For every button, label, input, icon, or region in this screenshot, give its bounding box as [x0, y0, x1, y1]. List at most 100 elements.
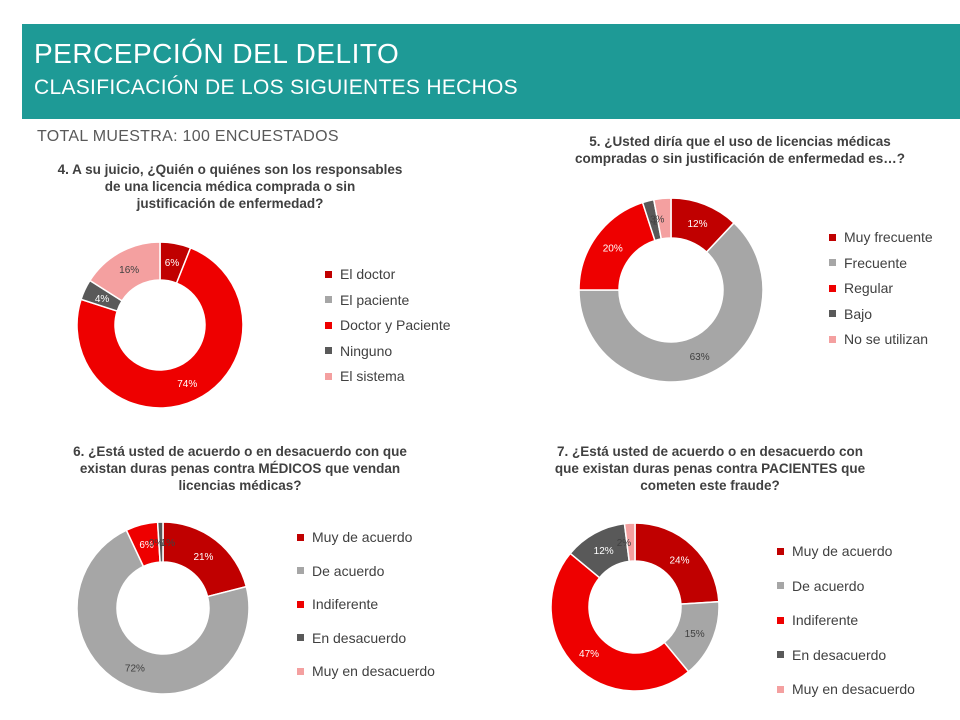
- donut-data-label: 12%: [687, 219, 707, 230]
- donut-data-label: 47%: [579, 649, 599, 660]
- legend-label: Ninguno: [340, 342, 393, 359]
- legend-swatch: [297, 567, 304, 575]
- chart-q7-title-line: cometen este fraude?: [640, 478, 780, 493]
- legend-item: En desacuerdo: [777, 647, 886, 663]
- donut-data-label: 6%: [165, 258, 180, 269]
- chart-q4-title-line: de una licencia médica comprada o sin: [104, 179, 356, 194]
- donut-slice: [623, 522, 636, 563]
- legend-label: De acuerdo: [312, 562, 385, 579]
- legend-label: No se utilizan: [844, 331, 929, 347]
- legend-swatch: [829, 335, 836, 343]
- chart-q5-title-line: compradas o sin justificación de enferme…: [574, 151, 906, 166]
- donut-data-label: 4%: [95, 294, 110, 305]
- legend-swatch: [829, 259, 836, 267]
- donut-slice: [88, 241, 161, 302]
- legend-label: Regular: [844, 280, 894, 296]
- legend-item: Muy de acuerdo: [297, 529, 412, 545]
- legend-swatch: [829, 284, 836, 292]
- chart-q7-title-line: 7. ¿Está usted de acuerdo o en desacuerd…: [556, 444, 864, 459]
- legend-swatch: [325, 296, 332, 304]
- legend-item: El paciente: [325, 292, 409, 308]
- donut-data-label: 24%: [669, 556, 689, 567]
- donut-data-label: 21%: [193, 552, 213, 563]
- donut-data-label: 6%: [139, 540, 154, 551]
- legend-item: Muy frecuente: [829, 229, 933, 245]
- donut-data-label: 12%: [594, 546, 614, 557]
- legend-label: Doctor y Paciente: [340, 317, 451, 333]
- legend-swatch: [325, 347, 332, 355]
- legend-item: Muy de acuerdo: [777, 543, 892, 559]
- chart-q7-title: 7. ¿Está usted de acuerdo o en desacuerd…: [510, 443, 910, 494]
- legend-item: Frecuente: [829, 255, 907, 271]
- legend-item: De acuerdo: [297, 563, 384, 579]
- donut-data-label: 63%: [690, 352, 710, 363]
- chart-q4-title-line: 4. A su juicio, ¿Quién o quiénes son los…: [57, 162, 403, 177]
- legend-label: El doctor: [340, 266, 396, 282]
- legend-swatch: [829, 310, 836, 318]
- chart-q6-title-line: 6. ¿Está usted de acuerdo o en desacuerd…: [73, 444, 407, 459]
- legend-label: Frecuente: [844, 254, 908, 271]
- legend-swatch: [297, 600, 304, 608]
- donut-slice: [578, 221, 764, 383]
- legend-label: Indiferente: [312, 596, 379, 612]
- page-title: PERCEPCIÓN DEL DELITO: [34, 38, 400, 69]
- chart-q6-title-line: existan duras penas contra MÉDICOS que v…: [79, 461, 401, 476]
- legend-swatch: [297, 533, 304, 541]
- donut-data-label: 3%: [650, 214, 665, 225]
- legend-item: Muy en desacuerdo: [777, 681, 915, 697]
- legend-label: Muy frecuente: [844, 229, 933, 245]
- legend-label: El sistema: [340, 368, 405, 384]
- legend-item: Regular: [829, 280, 893, 296]
- donut-data-label: 15%: [685, 629, 705, 640]
- chart-q7-title-line: que existan duras penas contra PACIENTES…: [554, 461, 866, 476]
- legend-swatch: [325, 270, 332, 278]
- header-banner: PERCEPCIÓN DEL DELITO CLASIFICACIÓN DE L…: [22, 24, 960, 119]
- donut-data-label: 74%: [177, 379, 197, 390]
- donut-slice: [156, 521, 164, 563]
- legend-label: Muy en desacuerdo: [792, 681, 915, 697]
- legend-item: Ninguno: [325, 343, 392, 359]
- donut-data-label: 72%: [125, 664, 145, 675]
- legend-item: Indiferente: [297, 596, 378, 612]
- donut-slice: [550, 552, 690, 692]
- legend-label: Muy en desacuerdo: [312, 663, 435, 679]
- donut-slice: [652, 197, 672, 240]
- legend-item: Indiferente: [777, 612, 858, 628]
- chart-q6-title-line: licencias médicas?: [178, 478, 302, 493]
- legend-swatch: [325, 321, 332, 329]
- legend-label: El paciente: [340, 291, 410, 308]
- legend-label: De acuerdo: [792, 577, 865, 594]
- legend-swatch: [829, 233, 836, 241]
- page-subtitle: CLASIFICACIÓN DE LOS SIGUIENTES HECHOS: [34, 76, 518, 99]
- legend-item: En desacuerdo: [297, 630, 406, 646]
- legend-label: Bajo: [844, 305, 873, 322]
- donut-slice: [76, 529, 250, 695]
- chart-q5-title: 5. ¿Usted diría que el uso de licencias …: [540, 133, 940, 167]
- legend-swatch: [297, 667, 304, 675]
- legend-item: De acuerdo: [777, 578, 864, 594]
- legend-item: El sistema: [325, 368, 405, 384]
- legend-swatch: [777, 616, 784, 624]
- chart-q4-title: 4. A su juicio, ¿Quién o quiénes son los…: [30, 161, 430, 212]
- legend-item: Doctor y Paciente: [325, 317, 451, 333]
- chart-q5-title-line: 5. ¿Usted diría que el uso de licencias …: [589, 134, 891, 149]
- legend-swatch: [777, 685, 784, 693]
- legend-swatch: [297, 634, 304, 642]
- legend-label: En desacuerdo: [312, 629, 407, 646]
- donut-data-label: 16%: [119, 265, 139, 276]
- legend-label: En desacuerdo: [792, 646, 887, 663]
- legend-swatch: [325, 372, 332, 380]
- donut-data-label: 1%: [161, 538, 176, 549]
- legend-swatch: [777, 547, 784, 555]
- chart-q6-title: 6. ¿Está usted de acuerdo o en desacuerd…: [40, 443, 440, 494]
- legend-label: Muy de acuerdo: [312, 529, 413, 545]
- legend-item: Muy en desacuerdo: [297, 663, 435, 679]
- legend-swatch: [777, 651, 784, 659]
- legend-item: El doctor: [325, 266, 395, 282]
- chart-q4-title-line: justificación de enfermedad?: [136, 196, 324, 211]
- legend-item: No se utilizan: [829, 331, 928, 347]
